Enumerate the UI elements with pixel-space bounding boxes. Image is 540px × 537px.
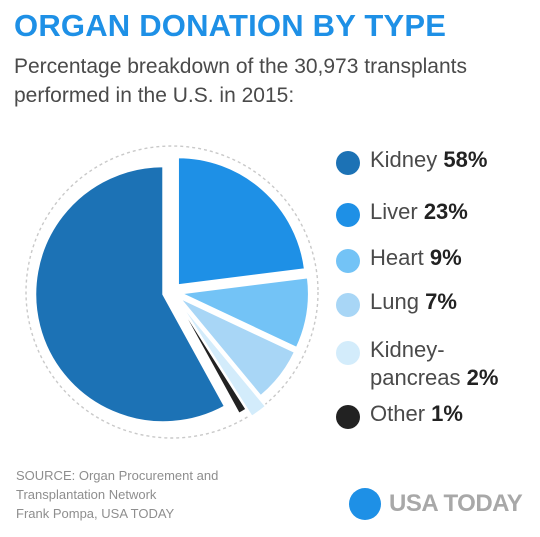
legend-value-other: 1%: [431, 401, 463, 426]
source-line-3: Frank Pompa, USA TODAY: [16, 506, 175, 521]
legend-swatch-kidney-pancreas: [336, 341, 360, 365]
legend-swatch-heart: [336, 249, 360, 273]
legend-label-heart: Heart: [370, 245, 424, 270]
legend-value-heart: 9%: [429, 245, 462, 270]
chart-title: ORGAN DONATION BY TYPE: [14, 8, 447, 43]
pie-slice-lung: [178, 296, 297, 398]
source-note: SOURCE: Organ Procurement and Transplant…: [16, 466, 316, 523]
source-line-2: Transplantation Network: [16, 487, 157, 502]
legend-item-heart: Heart 9%: [336, 244, 462, 273]
brand-dot-icon: [349, 488, 381, 520]
legend-label-liver: Liver: [370, 199, 418, 224]
legend-swatch-kidney: [336, 151, 360, 175]
pie-slice-kidney-pancreas: [176, 298, 268, 419]
legend-value-kidney: 58%: [443, 147, 488, 172]
legend-value-liver: 23%: [423, 199, 468, 224]
pie-slice-kidney: [34, 165, 227, 424]
pie-slice-other: [171, 291, 248, 416]
chart-subtitle: Percentage breakdown of the 30,973 trans…: [14, 55, 467, 107]
legend-item-liver: Liver 23%: [336, 198, 468, 227]
brand-name: USA TODAY: [389, 490, 523, 517]
legend-item-lung: Lung 7%: [336, 288, 457, 317]
legend-label-kidney: Kidney: [370, 147, 438, 172]
legend-value-kidney-pancreas: 2%: [466, 365, 499, 390]
legend-label-lung: Lung: [370, 289, 419, 314]
pie-slices: [34, 156, 310, 424]
legend-label-kidney-pancreas-line2: pancreas: [370, 365, 461, 390]
legend-swatch-other: [336, 405, 360, 429]
legend-item-kidney: Kidney 58%: [336, 146, 487, 175]
pie-slice-heart: [177, 276, 310, 350]
legend-label-kidney-pancreas: Kidney-: [370, 337, 445, 362]
brand-logo: USA TODAY: [349, 488, 523, 520]
legend-item-kidney-pancreas: Kidney- pancreas 2%: [336, 336, 498, 392]
legend-swatch-lung: [336, 293, 360, 317]
legend-label-other: Other: [370, 401, 426, 426]
pie-slice-liver: [176, 156, 307, 287]
legend-swatch-liver: [336, 203, 360, 227]
legend-item-other: Other 1%: [336, 400, 463, 429]
source-line-1: SOURCE: Organ Procurement and: [16, 468, 219, 483]
pie-outline: [25, 145, 319, 439]
legend-value-lung: 7%: [425, 289, 457, 314]
